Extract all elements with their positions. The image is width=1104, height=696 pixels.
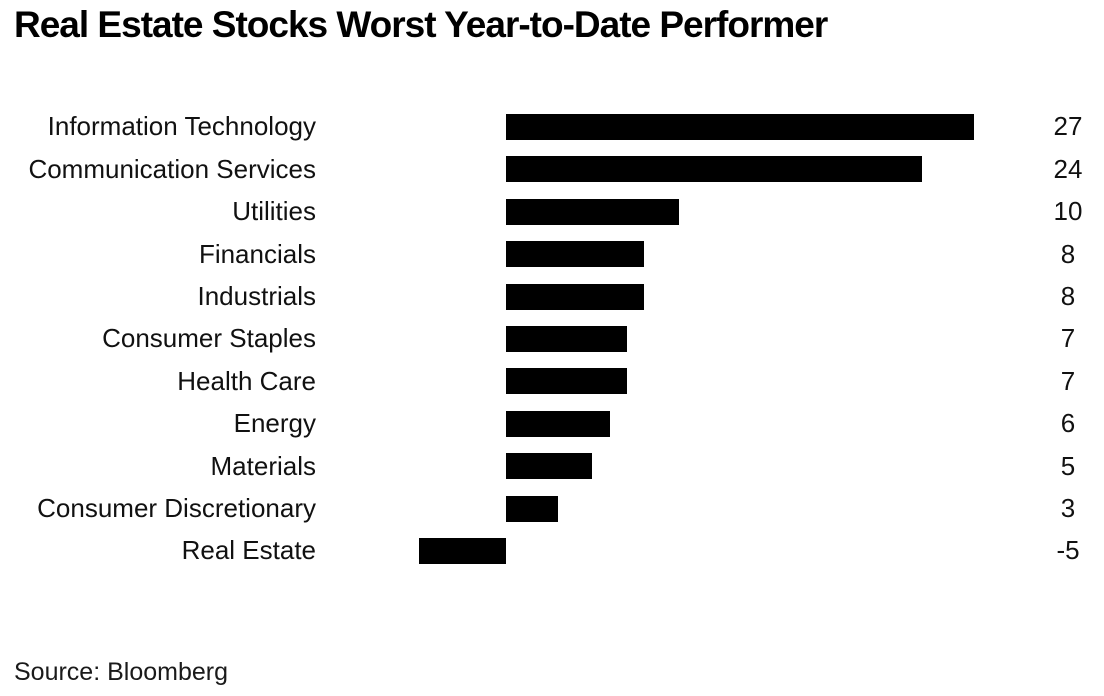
category-label: Real Estate: [181, 535, 316, 566]
value-label: 24: [1053, 153, 1083, 184]
chart-row: Health Care 7: [0, 360, 1104, 402]
bar-zone: [316, 487, 1032, 529]
category-label: Materials: [210, 450, 316, 481]
chart-row: Communication Services 24: [0, 148, 1104, 190]
source-note: Source: Bloomberg: [14, 658, 229, 686]
chart-row: Financials 8: [0, 233, 1104, 275]
bar-zone: [316, 445, 1032, 487]
bar-zone: [316, 530, 1032, 572]
value-label: 7: [1060, 323, 1076, 354]
value-label: 8: [1060, 281, 1076, 312]
chart-row: Real Estate -5: [0, 530, 1104, 572]
category-label: Consumer Discretionary: [37, 493, 316, 523]
value-label: 7: [1060, 365, 1076, 396]
bar: [505, 368, 627, 395]
bar: [505, 283, 645, 310]
category-label: Information Technology: [47, 111, 316, 142]
value-label: 5: [1060, 450, 1076, 481]
value-label: -5: [1056, 535, 1080, 566]
value-label: 10: [1053, 196, 1083, 227]
category-label: Energy: [233, 408, 316, 439]
value-label: 8: [1060, 238, 1076, 269]
category-label: Industrials: [197, 281, 317, 312]
bar: [505, 113, 974, 140]
chart-row: Consumer Discretionary 3: [0, 487, 1104, 529]
bar-zone: [316, 233, 1032, 275]
category-label: Communication Services: [28, 153, 316, 184]
bar-zone: [316, 403, 1032, 445]
bar-zone: [316, 148, 1032, 190]
bar: [505, 410, 610, 437]
bar-zone: [316, 318, 1032, 360]
category-label: Consumer Staples: [102, 323, 316, 354]
bar: [505, 453, 593, 480]
chart-row: Utilities 10: [0, 191, 1104, 233]
bar: [505, 241, 645, 268]
bar-zone: [316, 106, 1032, 148]
chart-row: Materials 5: [0, 445, 1104, 487]
category-label: Financials: [198, 238, 316, 269]
chart-row: Information Technology 27: [0, 106, 1104, 148]
bar: [505, 198, 679, 225]
bar: [505, 156, 922, 183]
bar: [418, 537, 506, 564]
bar: [505, 325, 627, 352]
value-label: 6: [1060, 408, 1076, 439]
bar-zone: [316, 360, 1032, 402]
bar: [505, 495, 558, 522]
category-label: Health Care: [177, 365, 316, 396]
bar-zone: [316, 191, 1032, 233]
bar-zone: [316, 275, 1032, 317]
category-label: Utilities: [232, 196, 316, 227]
value-label: 27: [1053, 111, 1083, 142]
chart-row: Industrials 8: [0, 275, 1104, 317]
chart-row: Energy 6: [0, 403, 1104, 445]
chart-row: Consumer Staples 7: [0, 318, 1104, 360]
bar-chart: Information Technology 27 Communication …: [0, 106, 1104, 572]
value-label: 3: [1060, 493, 1076, 523]
chart-title: Real Estate Stocks Worst Year-to-Date Pe…: [14, 4, 828, 45]
